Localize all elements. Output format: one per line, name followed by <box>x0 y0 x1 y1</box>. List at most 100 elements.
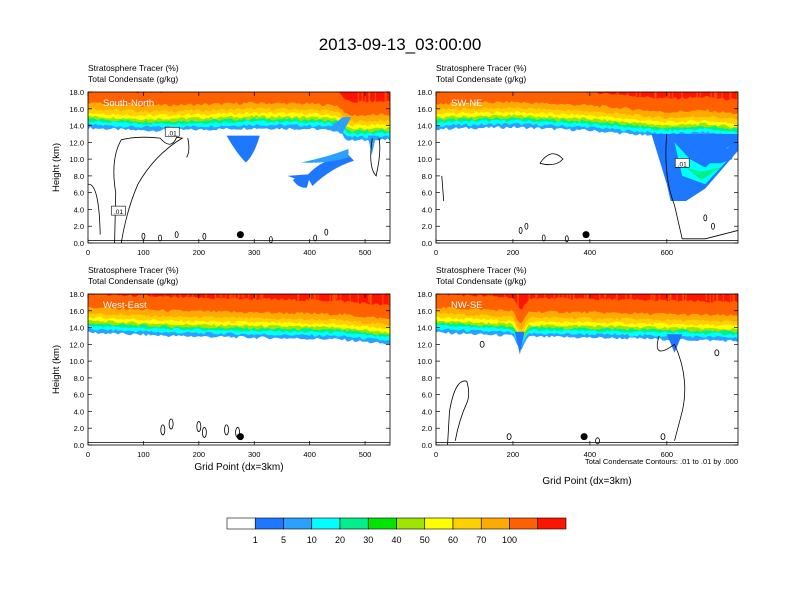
tracer-streak <box>553 294 555 309</box>
tracer-streak <box>477 294 479 297</box>
tracer-streak <box>140 92 142 94</box>
tracer-field <box>88 294 390 345</box>
field-title: Stratosphere Tracer (%) <box>436 265 527 275</box>
y-tick-label: 10.0 <box>417 155 432 164</box>
tracer-streak <box>192 294 194 302</box>
y-tick-label: 10.0 <box>417 357 432 366</box>
y-tick-label: 12.0 <box>69 340 84 349</box>
condensate-cell <box>595 437 600 445</box>
y-tick-label: 2.0 <box>74 424 84 433</box>
panel-label: West-East <box>103 300 147 311</box>
condensate-cell <box>268 236 273 243</box>
tracer-streak <box>123 92 125 101</box>
tracer-streak <box>240 92 242 101</box>
field-title: Stratosphere Tracer (%) <box>88 63 179 73</box>
y-tick-label: 12.0 <box>417 138 432 147</box>
tracer-streak <box>572 294 575 309</box>
y-axis-label: Height (km) <box>51 143 62 192</box>
tracer-streak <box>238 294 240 298</box>
x-tick-label: 200 <box>507 450 520 459</box>
tracer-streak <box>164 294 166 306</box>
figure-title: 2013-09-13_03:00:00 <box>319 35 482 54</box>
tracer-streak <box>459 294 461 304</box>
colorbar: 1 5 10 20 30 40 50 60 70 100 <box>226 517 567 545</box>
tracer-streak <box>461 294 463 301</box>
tracer-streak <box>705 294 708 301</box>
tracer-streak <box>470 92 472 96</box>
tracer-streak <box>357 92 360 108</box>
colorbar-label: 40 <box>391 535 401 545</box>
y-tick-label: 6.0 <box>422 391 432 400</box>
tracer-streak <box>584 294 586 301</box>
panels: .01 .01 South-North Stratosphere Tracer (%)… <box>51 63 739 487</box>
colorbar-swatch <box>424 517 454 530</box>
tracer-streak <box>490 294 492 295</box>
location-marker <box>236 231 244 239</box>
tracer-streak <box>140 294 143 301</box>
tracer-intrusion <box>226 135 260 163</box>
tracer-streak <box>141 294 144 306</box>
tracer-streak <box>259 294 262 309</box>
condensate-cell <box>174 231 179 239</box>
tracer-streak <box>205 92 207 95</box>
tracer-streak <box>205 294 207 304</box>
tracer-streak <box>94 294 97 305</box>
tracer-streak <box>486 92 488 94</box>
tracer-field <box>436 92 738 202</box>
tracer-streak <box>224 92 227 95</box>
y-tick-label: 2.0 <box>422 222 432 231</box>
tracer-streak <box>535 294 537 304</box>
colorbar-label: 100 <box>502 535 517 545</box>
y-tick-label: 10.0 <box>69 155 84 164</box>
tracer-streak <box>234 294 236 303</box>
tracer-band <box>88 92 390 103</box>
tracer-streak <box>214 92 216 94</box>
x-tick-label: 0 <box>434 248 438 257</box>
tracer-streak <box>88 92 90 99</box>
tracer-streak <box>625 294 627 307</box>
condensate-cell <box>660 433 666 441</box>
tracer-streak <box>491 294 494 304</box>
tracer-streak <box>388 294 390 313</box>
tracer-streak <box>337 92 339 96</box>
tracer-streak <box>221 92 223 100</box>
tracer-streak <box>142 294 145 307</box>
colorbar-swatch <box>339 517 369 530</box>
tracer-streak <box>487 294 489 301</box>
y-tick-label: 0.0 <box>422 441 432 450</box>
contour-label: .01 <box>678 161 687 168</box>
tracer-streak <box>709 294 711 307</box>
colorbar-swatch <box>452 517 482 530</box>
tracer-streak <box>370 294 372 314</box>
x-tick-label: 100 <box>137 248 150 257</box>
condensate-cell <box>201 427 207 438</box>
tracer-streak <box>111 294 113 304</box>
tracer-streak <box>681 92 683 108</box>
condensate-contours <box>88 418 390 443</box>
tracer-streak <box>685 294 687 302</box>
tracer-streak <box>302 92 304 98</box>
condensate-contour <box>447 380 470 445</box>
tracer-streak <box>464 294 466 304</box>
tracer-streak <box>635 92 638 97</box>
tracer-streak <box>529 92 531 94</box>
colorbar-swatch <box>254 517 284 530</box>
tracer-streak <box>712 294 715 303</box>
y-tick-label: 8.0 <box>422 172 432 181</box>
tracer-streak <box>187 294 189 302</box>
tracer-streak <box>214 294 217 298</box>
tracer-streak <box>588 294 590 300</box>
tracer-streak <box>714 92 716 105</box>
tracer-streak <box>604 294 607 309</box>
tracer-streak <box>332 294 335 312</box>
tracer-streak <box>722 294 725 309</box>
tracer-streak <box>339 294 342 301</box>
tracer-intrusion <box>514 331 525 355</box>
panel-top-left: .01 .01 South-North Stratosphere Tracer (%)… <box>51 63 391 257</box>
tracer-streak <box>503 294 506 304</box>
condensate-cell <box>564 235 569 243</box>
tracer-streak <box>277 92 279 94</box>
condensate-cell <box>518 227 523 234</box>
tracer-streak <box>255 294 257 309</box>
